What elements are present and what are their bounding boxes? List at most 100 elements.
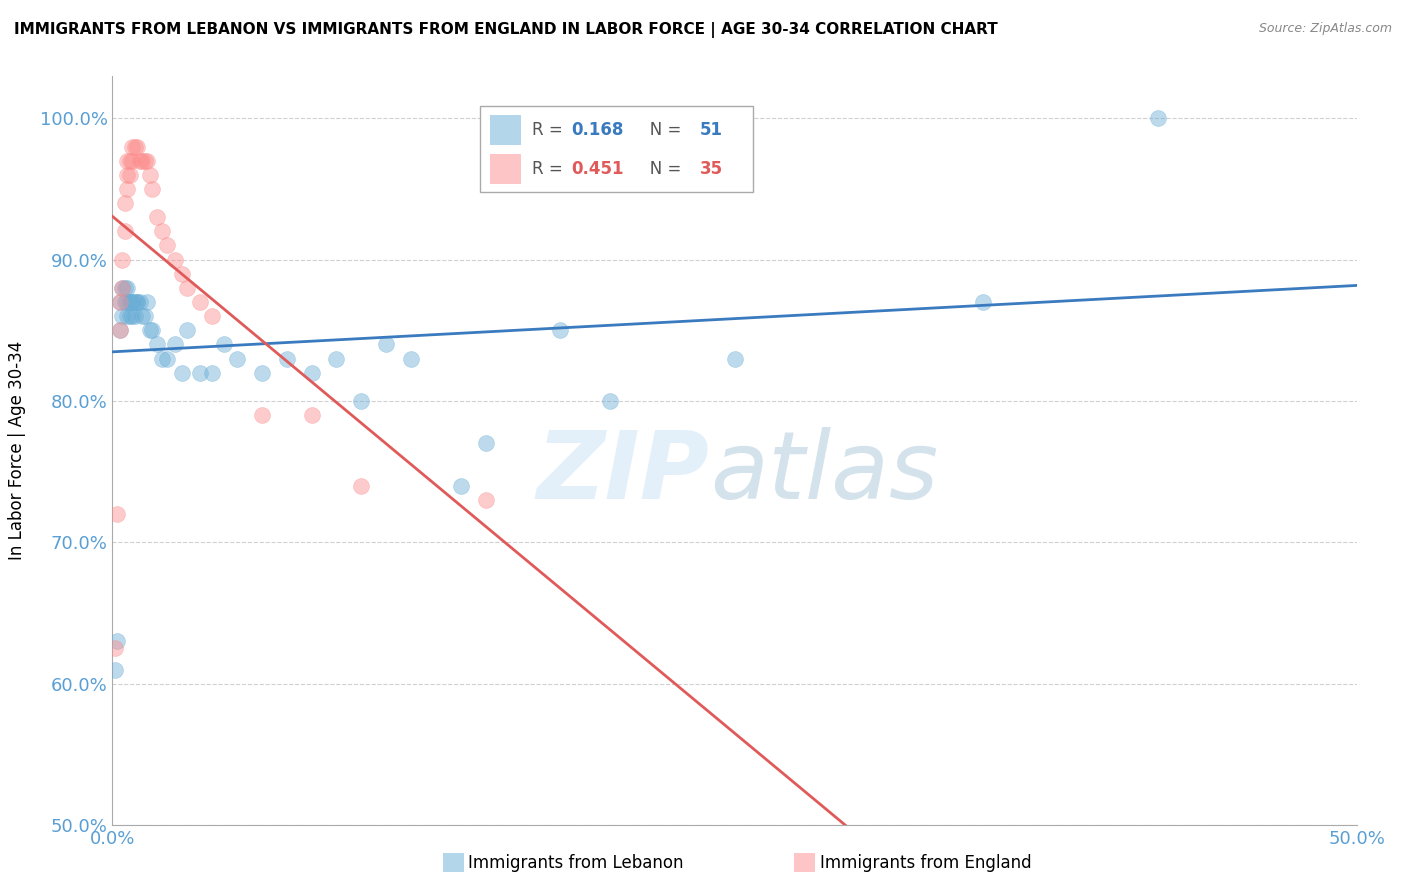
Point <box>107 634 129 648</box>
Point <box>127 295 149 310</box>
Point <box>599 394 621 409</box>
Point <box>108 323 131 337</box>
Point <box>474 436 498 450</box>
Point <box>131 309 153 323</box>
Point <box>450 479 472 493</box>
Point <box>111 309 134 323</box>
Point <box>124 295 146 310</box>
Point <box>399 351 422 366</box>
Point <box>114 295 136 310</box>
Point <box>124 309 146 323</box>
Point <box>141 323 163 337</box>
Point <box>301 366 323 380</box>
FancyBboxPatch shape <box>479 106 754 192</box>
Point <box>188 366 211 380</box>
Point <box>1146 112 1168 126</box>
Point <box>172 366 194 380</box>
Text: Immigrants from England: Immigrants from England <box>820 854 1032 871</box>
Text: 0.168: 0.168 <box>572 121 624 139</box>
Point <box>375 337 398 351</box>
Point <box>121 295 143 310</box>
Point <box>139 168 162 182</box>
Point <box>276 351 298 366</box>
Point <box>550 323 572 337</box>
Text: 35: 35 <box>700 160 723 178</box>
Point <box>201 366 224 380</box>
Point <box>111 281 134 295</box>
Point <box>214 337 236 351</box>
Point <box>156 238 179 252</box>
Point <box>117 153 139 168</box>
Text: atlas: atlas <box>710 427 938 518</box>
Point <box>172 267 194 281</box>
Point <box>163 252 186 267</box>
Point <box>117 182 139 196</box>
Point <box>250 408 273 422</box>
Point <box>118 295 141 310</box>
Point <box>163 337 186 351</box>
Point <box>114 281 136 295</box>
Point <box>176 281 198 295</box>
Bar <box>489 153 520 184</box>
Point <box>134 309 156 323</box>
Point <box>121 153 143 168</box>
Text: 0.451: 0.451 <box>572 160 624 178</box>
Point <box>111 252 134 267</box>
Point <box>118 295 141 310</box>
Point <box>350 394 373 409</box>
Point <box>117 309 139 323</box>
Text: Immigrants from Lebanon: Immigrants from Lebanon <box>468 854 683 871</box>
Point <box>723 351 745 366</box>
Point <box>301 408 323 422</box>
Point <box>141 182 163 196</box>
Point <box>150 351 173 366</box>
Point <box>325 351 347 366</box>
Bar <box>489 115 520 145</box>
Point <box>104 663 127 677</box>
Text: N =: N = <box>634 121 686 139</box>
Point <box>136 153 159 168</box>
Point <box>127 295 149 310</box>
Text: R =: R = <box>531 160 568 178</box>
Point <box>108 323 131 337</box>
Text: IMMIGRANTS FROM LEBANON VS IMMIGRANTS FROM ENGLAND IN LABOR FORCE | AGE 30-34 CO: IMMIGRANTS FROM LEBANON VS IMMIGRANTS FR… <box>14 22 998 38</box>
Point <box>350 479 373 493</box>
Point <box>201 309 224 323</box>
Point <box>118 309 141 323</box>
Point <box>104 641 127 656</box>
Point <box>111 281 134 295</box>
Point <box>108 295 131 310</box>
Point <box>124 139 146 153</box>
Point <box>118 168 141 182</box>
Text: Source: ZipAtlas.com: Source: ZipAtlas.com <box>1258 22 1392 36</box>
Point <box>188 295 211 310</box>
Point <box>973 295 995 310</box>
Point <box>114 224 136 238</box>
Point <box>128 295 150 310</box>
Point <box>114 196 136 211</box>
Text: R =: R = <box>531 121 568 139</box>
Point <box>118 153 141 168</box>
Point <box>474 492 498 507</box>
Point <box>108 295 131 310</box>
Point <box>176 323 198 337</box>
Point <box>139 323 162 337</box>
Point <box>136 295 159 310</box>
Point <box>250 366 273 380</box>
Point <box>131 153 153 168</box>
Point <box>117 281 139 295</box>
Point <box>121 295 143 310</box>
Point <box>121 139 143 153</box>
Text: N =: N = <box>634 160 686 178</box>
Point <box>128 153 150 168</box>
Text: 51: 51 <box>700 121 723 139</box>
Point <box>107 507 129 521</box>
Point <box>127 139 149 153</box>
Text: ZIP: ZIP <box>537 427 710 519</box>
Point <box>146 210 169 224</box>
Point <box>121 309 143 323</box>
Point <box>156 351 179 366</box>
Point <box>146 337 169 351</box>
Point <box>150 224 173 238</box>
Point <box>225 351 249 366</box>
